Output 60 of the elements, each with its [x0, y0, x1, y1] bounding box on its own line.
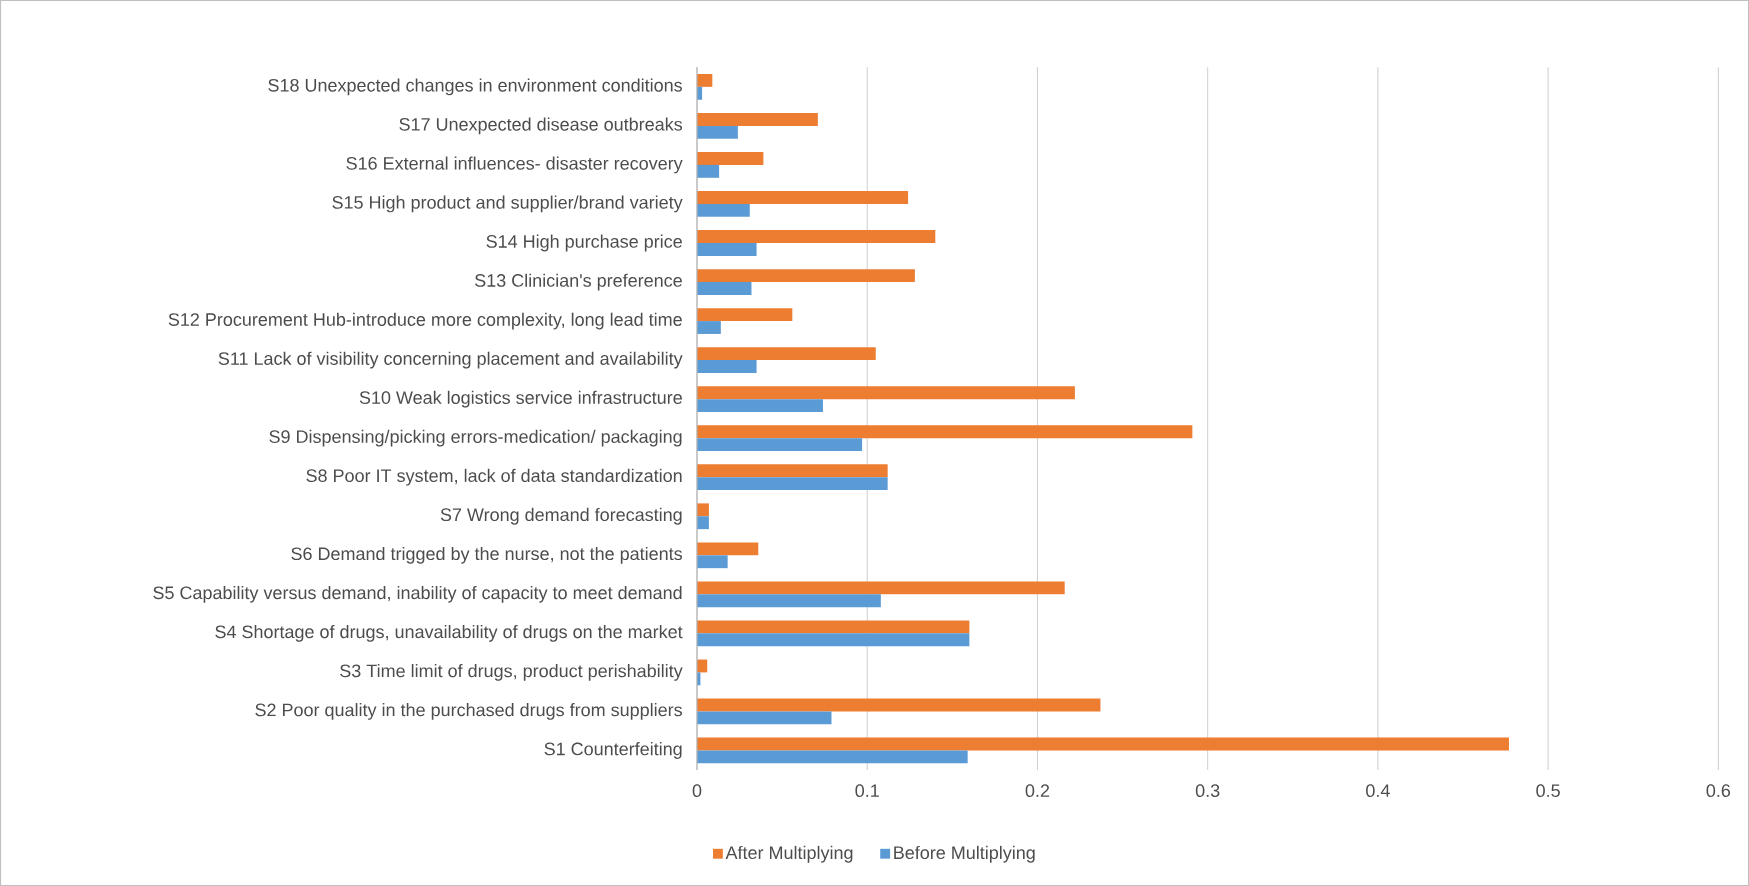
y-tick-label: S2 Poor quality in the purchased drugs from suppliers: [255, 703, 682, 720]
bar: [697, 360, 757, 373]
bar: [697, 555, 728, 569]
bar: [697, 711, 832, 725]
bar: [697, 464, 888, 478]
bar: [697, 347, 876, 361]
x-tick-label: 0.1: [855, 784, 879, 797]
bar: [697, 243, 757, 256]
x-tick-label: 0: [692, 784, 702, 797]
bar: [697, 737, 1509, 751]
bar: [697, 203, 750, 217]
bar: [697, 399, 823, 413]
legend-label: Before Multiplying: [894, 845, 1035, 863]
y-tick-label: S3 Time limit of drugs, product perishability: [340, 664, 683, 681]
bar: [697, 152, 764, 165]
bar: [697, 269, 915, 283]
bar: [697, 308, 793, 322]
y-tick-label: S17 Unexpected disease outbreaks: [399, 117, 683, 135]
y-tick-label: S5 Capability versus demand, inability of capacity to meet demand: [153, 585, 682, 603]
bar: [697, 125, 738, 139]
legend-label: After Multiplying: [725, 845, 853, 863]
bar: [697, 282, 752, 295]
bar: [697, 516, 709, 530]
bar: [697, 594, 881, 608]
y-tick-label: S10 Weak logistics service infrastructure: [359, 390, 682, 408]
bar: [697, 503, 709, 517]
y-tick-label: S16 External influences- disaster recovery: [346, 156, 683, 174]
bar: [697, 633, 970, 647]
bar: [697, 321, 721, 334]
bar: [697, 425, 1193, 439]
y-tick-label: S11 Lack of visibility concerning placement and availability: [218, 351, 683, 369]
y-tick-label: S13 Clinician's preference: [475, 273, 682, 291]
x-tick-label: 0.6: [1706, 784, 1731, 797]
y-tick-label: S15 High product and supplier/brand variety: [332, 195, 683, 213]
bar: [697, 750, 968, 764]
y-tick-label: S1 Counterfeiting: [544, 742, 682, 759]
x-tick-label: 0.3: [1195, 784, 1220, 797]
bar: [697, 164, 720, 178]
bar: [697, 438, 863, 452]
bar: [697, 620, 970, 634]
y-tick-label: S4 Shortage of drugs, unavailability of drugs on the market: [215, 624, 683, 642]
bar: [697, 73, 713, 87]
bar: [697, 191, 909, 204]
bar: [697, 477, 888, 491]
y-tick-label: S14 High purchase price: [486, 234, 682, 252]
x-tick-label: 0.5: [1536, 784, 1560, 797]
y-tick-label: S18 Unexpected changes in environment conditions: [268, 78, 682, 96]
bar: [697, 542, 759, 556]
bar: [697, 698, 1101, 712]
y-tick-label: S12 Procurement Hub-introduce more complexity, long lead time: [168, 312, 682, 330]
y-tick-label: S8 Poor IT system, lack of data standardization: [306, 468, 682, 486]
y-tick-label: S6 Demand trigged by the nurse, not the patients: [291, 546, 683, 564]
bar: [697, 581, 1065, 595]
bar: [697, 113, 818, 126]
bar: [697, 386, 1075, 400]
x-tick-label: 0.4: [1366, 784, 1390, 797]
y-tick-label: S9 Dispensing/picking errors-medication/ packaging: [269, 429, 682, 447]
x-tick-label: 0.2: [1025, 784, 1050, 797]
y-tick-label: S7 Wrong demand forecasting: [440, 507, 682, 525]
bar: [697, 230, 936, 243]
